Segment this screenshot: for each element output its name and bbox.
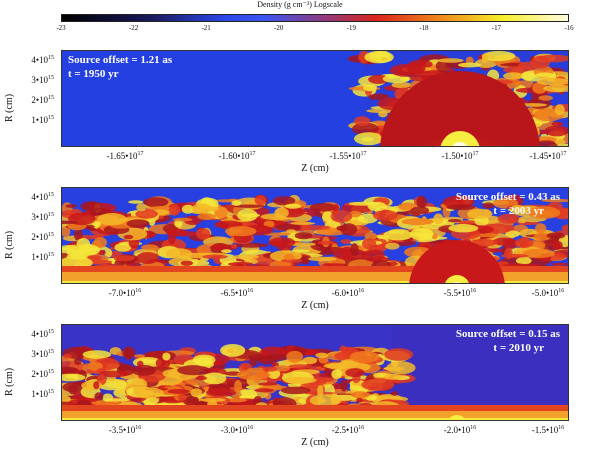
x-tick-label: -2.5•1016 bbox=[331, 425, 365, 435]
y-tick-label: 1•1015 bbox=[31, 389, 54, 399]
panel-1-simulation: Source offset = 1.21 as t = 1950 yr bbox=[61, 50, 569, 147]
colorbar-tick-label: -20 bbox=[274, 24, 284, 32]
panel-3-simulation: Source offset = 0.15 as t = 2010 yr bbox=[61, 324, 569, 421]
x-tick-label: -1.60•1017 bbox=[218, 151, 256, 161]
panel-2-simulation: Source offset = 0.43 as t = 2003 yr bbox=[61, 187, 569, 284]
x-tick-label: -2.0•1016 bbox=[443, 425, 477, 435]
x-axis-title: Z (cm) bbox=[301, 437, 329, 448]
panel-1-time-label: t = 1950 yr bbox=[68, 68, 119, 80]
panel-2-time-label: t = 2003 yr bbox=[493, 205, 544, 217]
y-axis-title: R (cm) bbox=[4, 93, 15, 122]
panel-3-time-label: t = 2010 yr bbox=[493, 342, 544, 354]
x-tick-label: -7.0•1016 bbox=[108, 288, 142, 298]
x-tick-label: -1.50•1017 bbox=[441, 151, 479, 161]
x-tick-label: -1.5•1016 bbox=[531, 425, 565, 435]
y-tick-label: 4•1015 bbox=[31, 329, 54, 339]
y-tick-label: 4•1015 bbox=[31, 55, 54, 65]
x-tick-label: -5.0•1016 bbox=[531, 288, 565, 298]
y-tick-label: 3•1015 bbox=[31, 349, 54, 359]
x-axis-title: Z (cm) bbox=[301, 163, 329, 174]
colorbar-tick-label: -18 bbox=[419, 24, 429, 32]
colorbar-tick-label: -17 bbox=[491, 24, 502, 32]
y-tick-label: 4•1015 bbox=[31, 192, 54, 202]
x-tick-label: -1.45•1017 bbox=[529, 151, 567, 161]
panel-2-offset-label: Source offset = 0.43 as bbox=[455, 191, 560, 203]
panel-3-offset-label: Source offset = 0.15 as bbox=[455, 328, 560, 340]
panel-1-offset-label: Source offset = 1.21 as bbox=[68, 54, 173, 66]
x-tick-label: -3.5•1016 bbox=[108, 425, 142, 435]
colorbar-tick-label: -22 bbox=[128, 24, 139, 32]
colorbar-tick-label: -23 bbox=[56, 24, 66, 32]
colorbar-title: Density (g cm⁻³) Logscale bbox=[257, 0, 343, 9]
y-tick-label: 1•1015 bbox=[31, 115, 54, 125]
colorbar bbox=[61, 14, 569, 22]
x-tick-label: -1.65•1017 bbox=[106, 151, 144, 161]
x-tick-label: -5.5•1016 bbox=[443, 288, 477, 298]
x-tick-label: -1.55•1017 bbox=[329, 151, 367, 161]
y-axis-title: R (cm) bbox=[4, 367, 15, 396]
y-tick-label: 2•1015 bbox=[31, 232, 54, 242]
x-tick-label: -6.5•1016 bbox=[220, 288, 254, 298]
y-axis-title: R (cm) bbox=[4, 230, 15, 259]
x-tick-label: -6.0•1016 bbox=[331, 288, 365, 298]
y-tick-label: 2•1015 bbox=[31, 95, 54, 105]
y-tick-label: 1•1015 bbox=[31, 252, 54, 262]
y-tick-label: 3•1015 bbox=[31, 212, 54, 222]
y-tick-label: 3•1015 bbox=[31, 75, 54, 85]
colorbar-tick-label: -19 bbox=[346, 24, 356, 32]
y-tick-label: 2•1015 bbox=[31, 369, 54, 379]
colorbar-tick-label: -21 bbox=[201, 24, 211, 32]
x-axis-title: Z (cm) bbox=[301, 300, 329, 311]
colorbar-tick-label: -16 bbox=[564, 24, 574, 32]
x-tick-label: -3.0•1016 bbox=[220, 425, 254, 435]
